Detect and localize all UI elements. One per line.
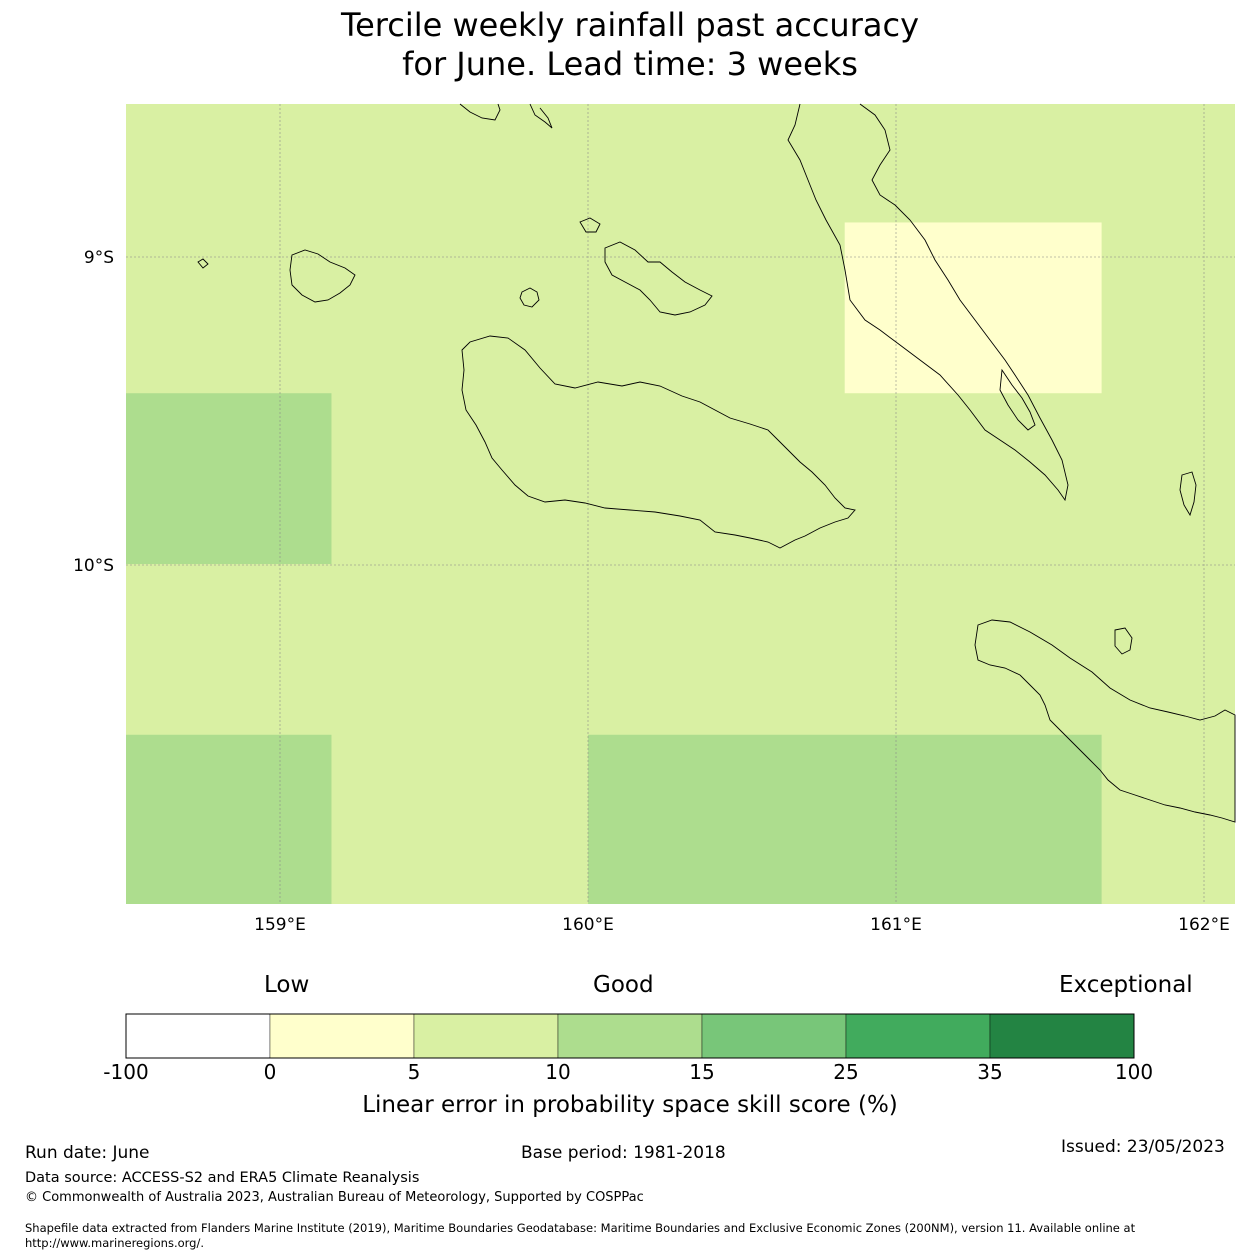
coastline-north-islet-2: [529, 103, 553, 129]
skill-cell-3: [588, 734, 1102, 904]
colorbar-segment-1: [269, 1013, 415, 1059]
gridlines: [126, 104, 1235, 904]
coastline-russell-islands: [289, 249, 356, 303]
coastline-florida-islands: [604, 241, 713, 316]
colorbar-tick-15: 15: [689, 1060, 715, 1084]
colorbar-tick-0: 0: [263, 1060, 277, 1084]
lat-tick-9s: 9°S: [84, 248, 114, 268]
colorbar-tick-5: 5: [407, 1060, 421, 1084]
map-title-line1: Tercile weekly rainfall past accuracy: [340, 6, 919, 44]
colorbar-segment-6: [989, 1013, 1135, 1059]
coastline-ulawa: [1114, 627, 1133, 655]
coastline-tulagi: [579, 217, 601, 233]
copyright: © Commonwealth of Australia 2023, Austra…: [25, 1190, 644, 1205]
colorbar-label: Linear error in probability space skill …: [362, 1092, 898, 1118]
coastline-west-islet: [197, 258, 209, 269]
skill-cell-0: [844, 222, 1102, 394]
lon-tick-159e: 159°E: [254, 915, 306, 935]
issued-date: Issued: 23/05/2023: [1061, 1137, 1225, 1157]
colorbar-tick-100: 100: [1114, 1060, 1154, 1084]
skill-cells: [126, 222, 1102, 904]
colorbar-tick-10: 10: [545, 1060, 571, 1084]
data-source: Data source: ACCESS-S2 and ERA5 Climate …: [25, 1170, 420, 1186]
skill-cell-1: [126, 393, 332, 564]
colorbar: [125, 1013, 1135, 1059]
map-title-line2: for June. Lead time: 3 weeks: [402, 45, 858, 83]
base-period: Base period: 1981-2018: [521, 1143, 726, 1163]
lon-tick-160e: 160°E: [562, 915, 614, 935]
colorbar-segment-4: [701, 1013, 847, 1059]
coastlines: [197, 103, 1236, 823]
colorbar-tick-neg100: -100: [103, 1060, 149, 1084]
colorbar-frame: [125, 1013, 1135, 1059]
colorbar-tick-35: 35: [977, 1060, 1003, 1084]
coastline-north-guadalcanal-islets: [459, 103, 501, 121]
colorbar-segment-2: [413, 1013, 559, 1059]
shapefile-credit-line2: http://www.marineregions.org/.: [25, 1236, 204, 1250]
skill-cell-2: [126, 734, 332, 904]
run-date: Run date: June: [25, 1143, 150, 1163]
coastline-guadalcanal: [461, 335, 856, 549]
lon-tick-162e: 162°E: [1178, 915, 1230, 935]
colorbar-segment-3: [557, 1013, 703, 1059]
colorbar-category-good: Good: [593, 972, 654, 998]
coastline-savo: [519, 287, 540, 308]
colorbar-segment-5: [845, 1013, 991, 1059]
lon-tick-161e: 161°E: [870, 915, 922, 935]
coastline-east-islet: [1179, 471, 1197, 517]
lat-tick-10s: 10°S: [73, 556, 114, 576]
colorbar-category-exceptional: Exceptional: [1059, 972, 1193, 998]
colorbar-segment-0: [125, 1013, 271, 1059]
shapefile-credit-line1: Shapefile data extracted from Flanders M…: [25, 1221, 1136, 1235]
coastline-makira: [974, 619, 1236, 823]
skill-score-map: 159°E 160°E 161°E 162°E 9°S 10°S: [73, 103, 1236, 935]
colorbar-tick-25: 25: [833, 1060, 859, 1084]
coastline-malaita: [787, 103, 1069, 502]
coastline-small-malaita: [999, 368, 1036, 431]
colorbar-category-low: Low: [264, 972, 310, 998]
